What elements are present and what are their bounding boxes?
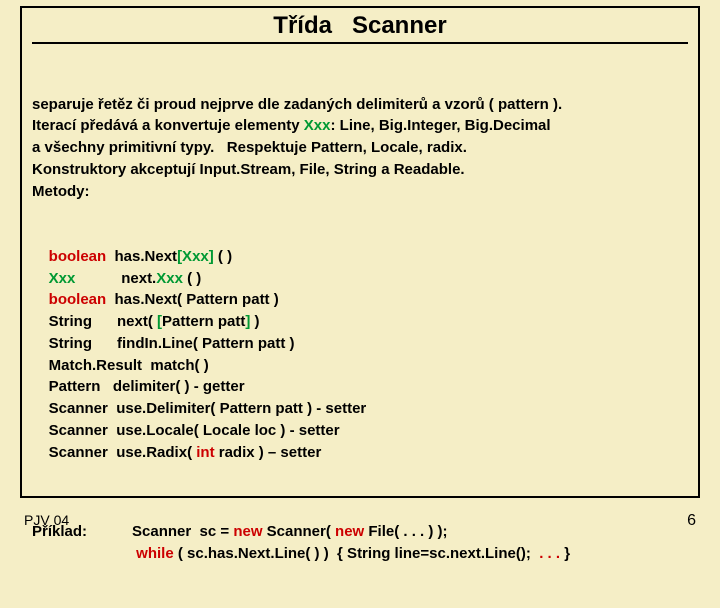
methods-block: boolean has.Next[Xxx] ( ) Xxx next.Xxx (… — [32, 246, 688, 464]
page-number: 6 — [687, 512, 696, 530]
slide-footer: PJV 04 6 — [24, 512, 696, 530]
intro-block: separuje řetěz či proud nejprve dle zada… — [32, 94, 688, 203]
footer-left: PJV 04 — [24, 512, 69, 530]
slide-title: Třída Scanner — [32, 12, 688, 44]
slide-frame: Třída Scanner separuje řetěz či proud ne… — [20, 6, 700, 498]
